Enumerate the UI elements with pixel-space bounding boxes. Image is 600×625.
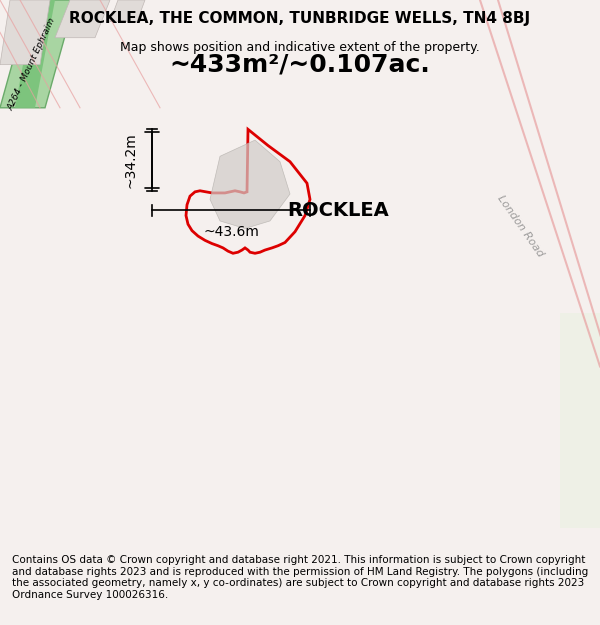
Text: ROCKLEA, THE COMMON, TUNBRIDGE WELLS, TN4 8BJ: ROCKLEA, THE COMMON, TUNBRIDGE WELLS, TN…	[70, 11, 530, 26]
Polygon shape	[55, 0, 110, 38]
Polygon shape	[0, 0, 50, 64]
Text: A264 - Mount Ephraim: A264 - Mount Ephraim	[7, 17, 58, 112]
Text: ROCKLEA: ROCKLEA	[287, 201, 389, 219]
Text: ~43.6m: ~43.6m	[203, 225, 259, 239]
Text: Contains OS data © Crown copyright and database right 2021. This information is : Contains OS data © Crown copyright and d…	[12, 555, 588, 600]
Polygon shape	[110, 0, 145, 21]
Polygon shape	[15, 0, 55, 107]
Text: London Road: London Road	[495, 194, 545, 259]
Polygon shape	[560, 312, 600, 528]
Polygon shape	[0, 0, 75, 107]
Polygon shape	[210, 140, 290, 229]
Text: Map shows position and indicative extent of the property.: Map shows position and indicative extent…	[120, 41, 480, 54]
Text: ~34.2m: ~34.2m	[124, 132, 138, 188]
Text: ~433m²/~0.107ac.: ~433m²/~0.107ac.	[170, 52, 430, 77]
